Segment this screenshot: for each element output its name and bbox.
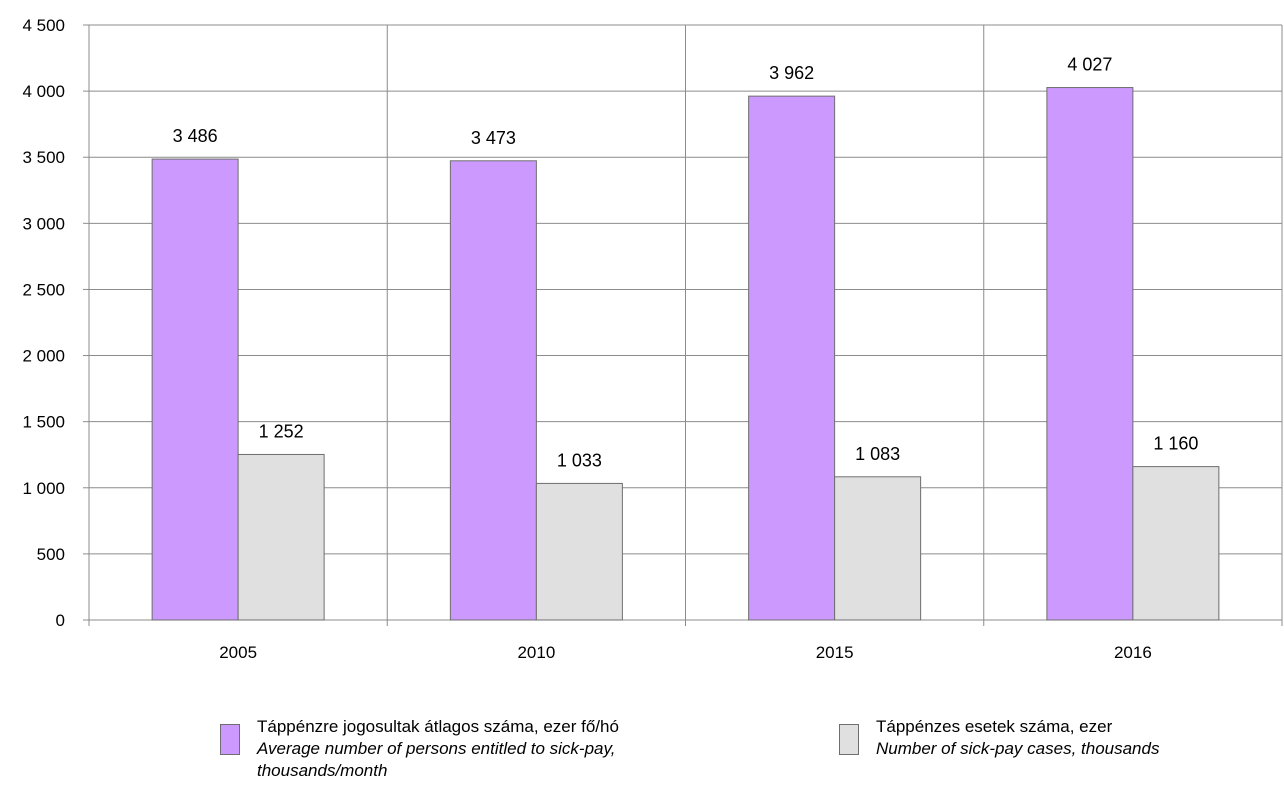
legend-label-hu: Táppénzre jogosultak átlagos száma, ezer… [257,717,619,736]
y-tick-label: 4 500 [22,16,65,35]
data-label: 3 962 [769,63,814,83]
legend-swatch-grey [839,724,859,755]
bar-persons-entitled [449,160,537,621]
data-label: 4 027 [1067,55,1112,75]
legend-label-hu: Táppénzes esetek száma, ezer [876,717,1113,736]
y-tick-label: 0 [56,611,65,630]
bar-persons-entitled [1046,87,1134,621]
bar-sick-pay-cases [237,453,325,621]
legend-label-en: Number of sick-pay cases, thousands [876,739,1160,758]
x-tick-label: 2016 [1114,643,1152,662]
legend-text: Táppénzre jogosultak átlagos száma, ezer… [257,716,737,782]
bar-chart: 0 500 1 000 1 500 2 000 2 500 3 000 3 500 4 000 4… [22,16,1283,662]
y-tick-label: 4 000 [22,82,65,101]
x-tick-label: 2015 [816,643,854,662]
y-tick-label: 3 000 [22,214,65,233]
legend-text: Táppénzes esetek száma, ezer Number of s… [876,716,1284,760]
data-label: 1 033 [557,450,602,470]
bar-sick-pay-cases [535,482,623,621]
bar-persons-entitled [748,95,836,621]
y-tick-label: 500 [37,545,65,564]
bar-persons-entitled [151,158,239,621]
data-label: 1 083 [855,444,900,464]
x-tick-label: 2005 [219,643,257,662]
y-tick-label: 3 500 [22,148,65,167]
legend-label-en-cont: thousands/month [257,761,388,780]
data-label: 1 160 [1153,434,1198,454]
bar-sick-pay-cases [834,476,922,621]
legend-label-en: Average number of persons entitled to si… [257,739,616,758]
data-label: 1 252 [259,421,304,441]
legend-swatch-purple [220,724,240,755]
bar-sick-pay-cases [1132,466,1220,621]
y-tick-label: 2 500 [22,280,65,299]
y-tick-label: 1 500 [22,413,65,432]
x-tick-label: 2010 [517,643,555,662]
y-tick-label: 2 000 [22,347,65,366]
data-label: 3 486 [173,126,218,146]
data-label: 3 473 [471,128,516,148]
y-tick-label: 1 000 [22,479,65,498]
